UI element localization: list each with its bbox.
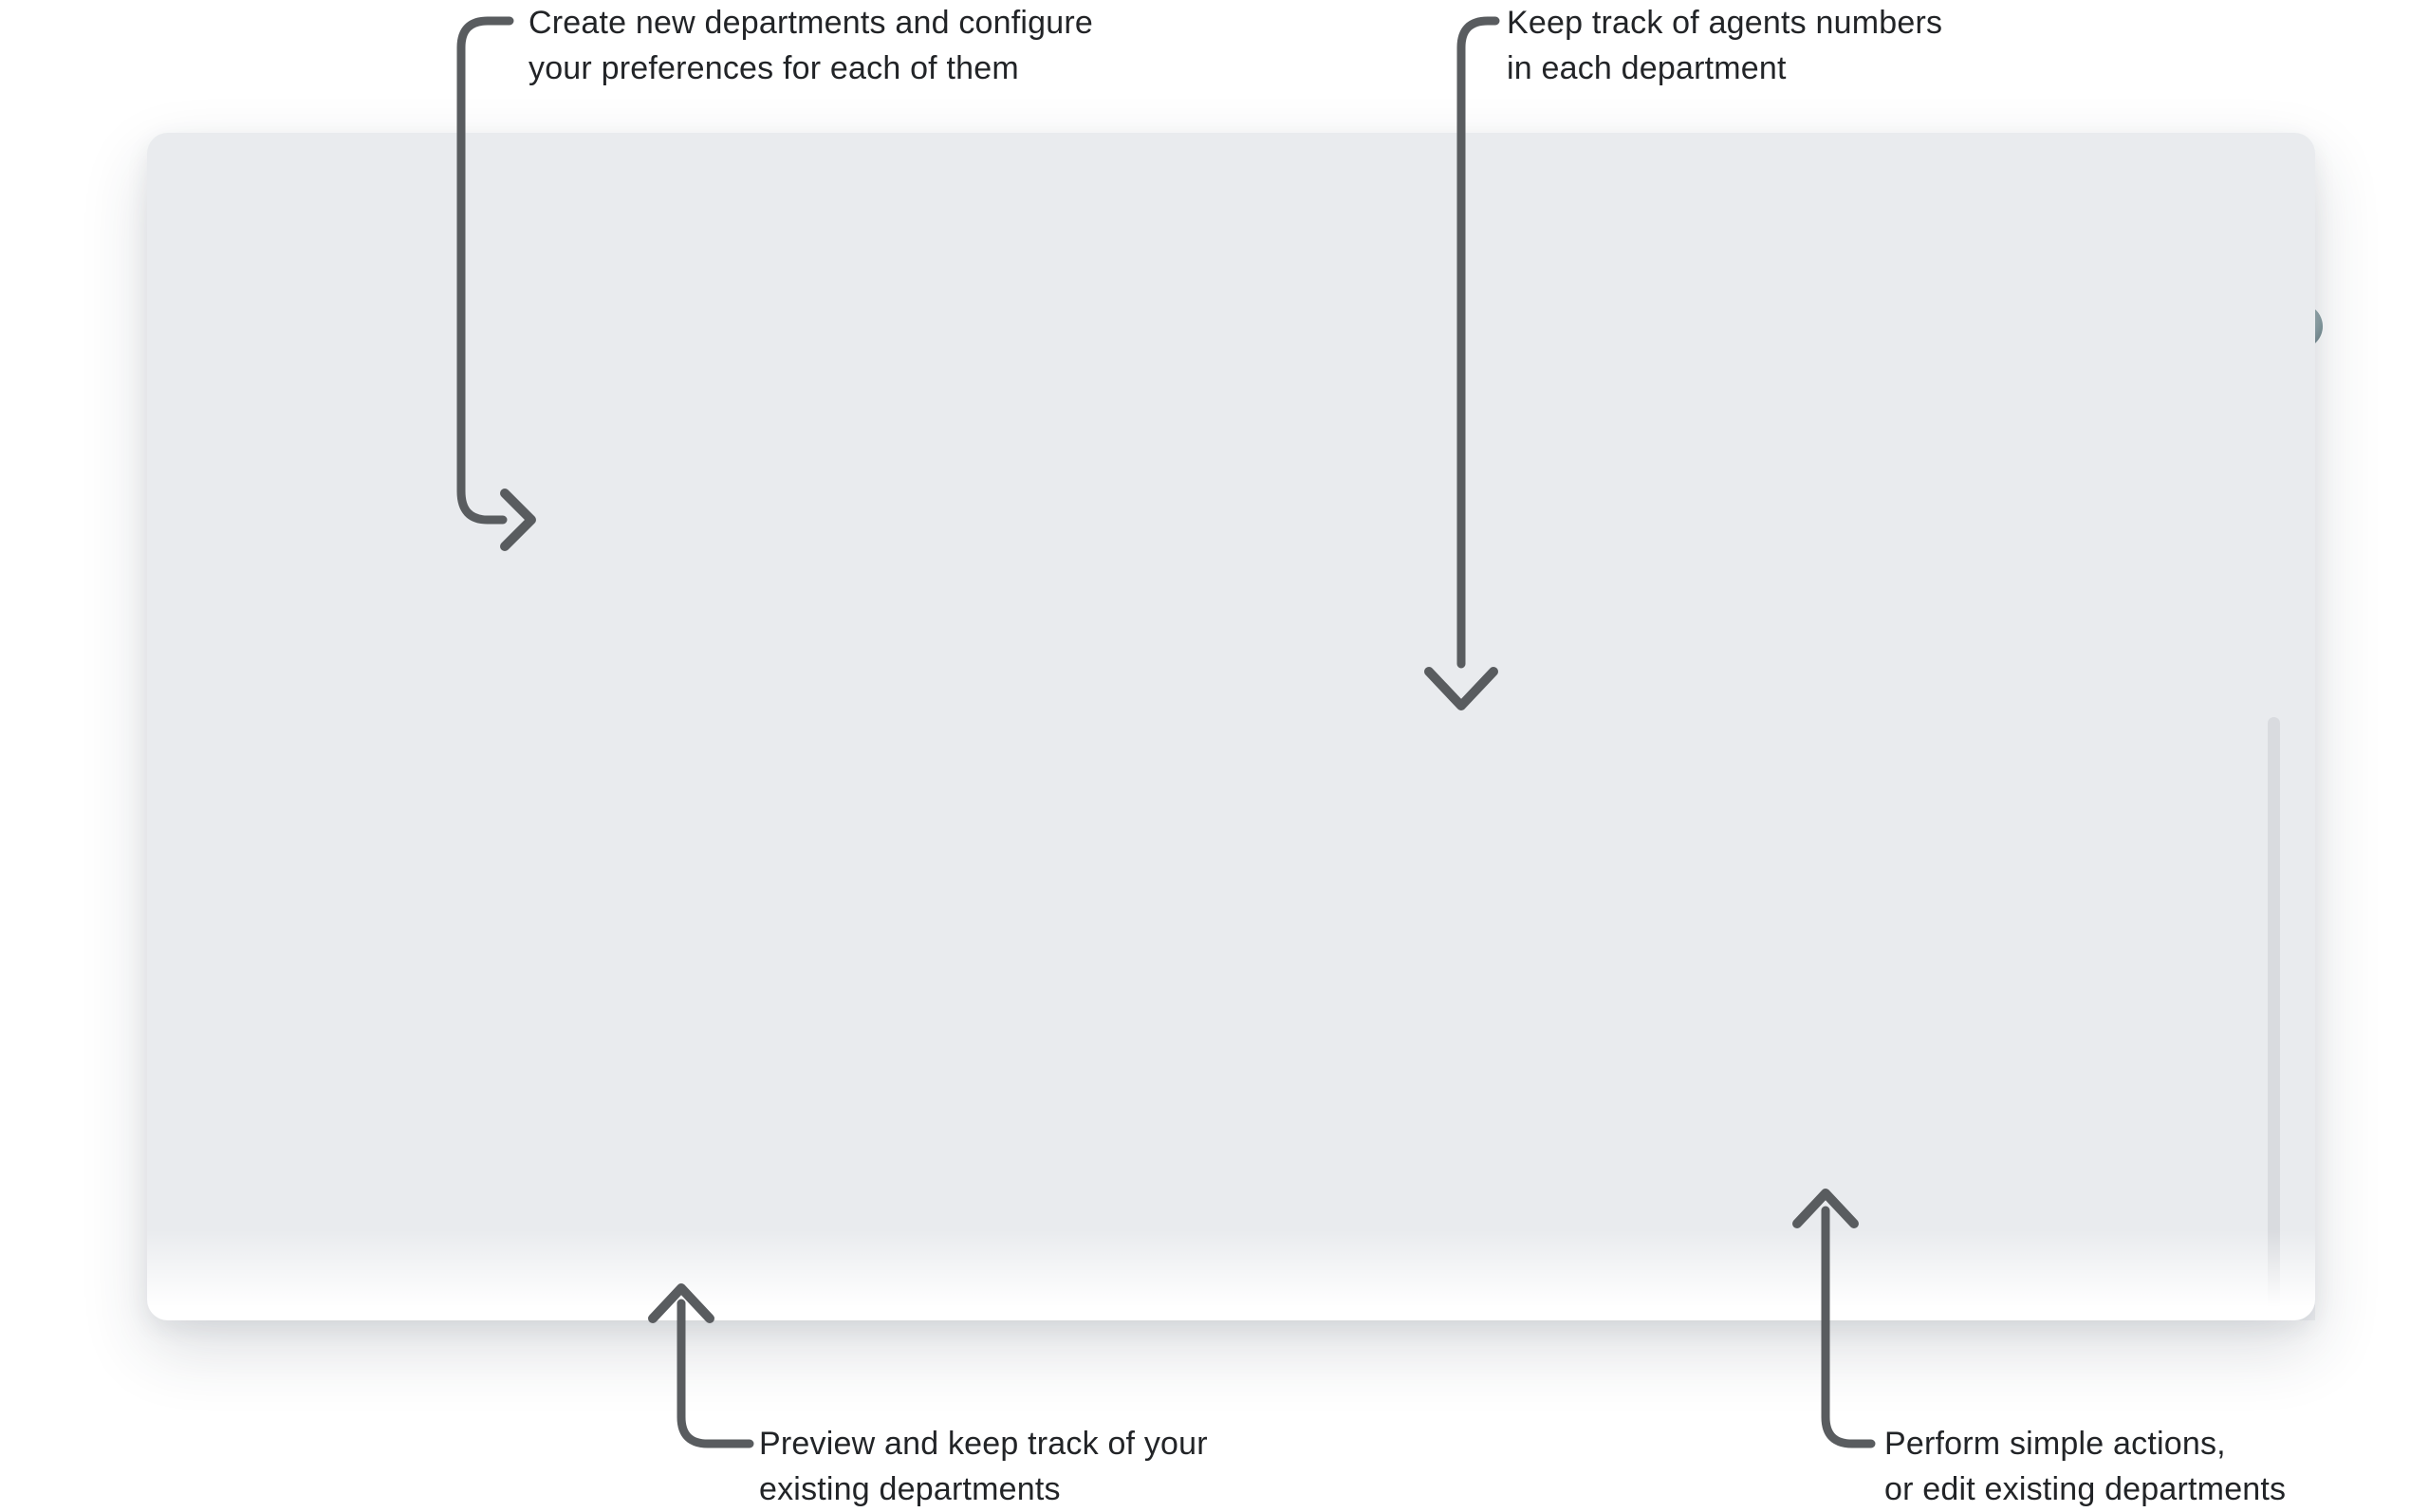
annotation-agent-numbers: Keep track of agents numbers in each dep… (1507, 5, 1943, 86)
annotation-preview-departments: Preview and keep track of your existing … (759, 1426, 1208, 1507)
vertical-scrollbar[interactable] (2268, 717, 2280, 1317)
arrow-to-department-rows (677, 1299, 754, 1448)
browser-window (147, 133, 2315, 1320)
annotation-simple-actions: Perform simple actions, or edit existing… (1884, 1426, 2287, 1507)
annotation-create-departments: Create new departments and configure you… (528, 5, 1093, 86)
